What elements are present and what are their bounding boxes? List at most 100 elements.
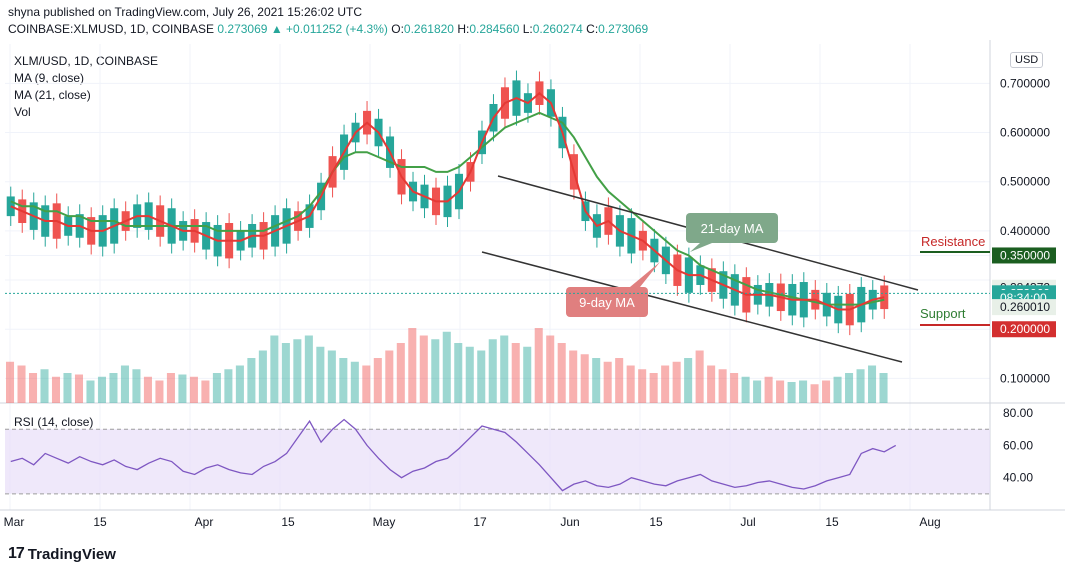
volume-bar	[833, 376, 842, 403]
volume-bar	[270, 335, 279, 403]
volume-bar	[212, 373, 221, 403]
ma21-line	[10, 111, 885, 306]
x-axis-label: May	[373, 515, 396, 529]
volume-bar	[868, 365, 877, 403]
price-axis-label: 0.100000	[1000, 371, 1050, 385]
volume-bar	[603, 361, 612, 403]
volume-bar	[454, 343, 463, 403]
candle	[880, 285, 889, 310]
x-axis-label: 15	[825, 515, 839, 529]
up-arrow-icon: ▲	[270, 22, 283, 36]
volume-bar	[592, 358, 601, 403]
volume-bar	[316, 346, 325, 403]
volume-bar	[661, 365, 670, 403]
volume-bar	[350, 361, 359, 403]
x-axis-label: Aug	[919, 515, 940, 529]
tv-logo-icon: 17	[8, 545, 25, 562]
volume-bar	[764, 376, 773, 403]
legend-rsi[interactable]: RSI (14, close)	[14, 415, 94, 429]
price-axis-label: 0.400000	[1000, 224, 1050, 238]
ma9-line	[10, 91, 885, 311]
volume-bar	[442, 331, 451, 403]
volume-bar	[626, 365, 635, 403]
h-val: 0.284560	[469, 22, 520, 36]
volume-bar	[569, 350, 578, 403]
volume-bar	[557, 343, 566, 403]
volume-bar	[776, 380, 785, 403]
h-label: H:	[457, 22, 470, 36]
volume-bar	[235, 365, 244, 403]
volume-bar	[155, 380, 164, 403]
volume-bar	[327, 350, 336, 403]
volume-bar	[419, 335, 428, 403]
volume-bar	[787, 382, 796, 403]
ohlc-bar: COINBASE:XLMUSD, 1D, COINBASE 0.273069 ▲…	[8, 21, 648, 37]
volume-bar	[247, 358, 256, 403]
x-axis-label: 15	[93, 515, 107, 529]
tradingview-logo[interactable]: 17 TradingView	[8, 545, 116, 563]
volume-bar	[281, 343, 290, 403]
volume-bar	[718, 369, 727, 403]
volume-bar	[741, 376, 750, 403]
volume-bar	[166, 373, 175, 403]
l-val: 0.260274	[532, 22, 583, 36]
volume-bar	[730, 373, 739, 403]
volume-bar	[132, 369, 141, 403]
volume-bar	[74, 374, 84, 403]
volume-bar	[753, 380, 762, 403]
volume-bar	[97, 376, 106, 403]
volume-bar	[649, 373, 658, 403]
rsi-axis-label: 60.00	[1003, 438, 1033, 452]
volume-bar	[258, 350, 267, 403]
volume-bar	[304, 335, 313, 403]
x-axis-label: Mar	[4, 515, 25, 529]
volume-bar	[500, 335, 509, 403]
volume-bar	[339, 358, 348, 403]
rsi-band	[5, 429, 990, 494]
price-tag-label: 0.260010	[1000, 300, 1050, 314]
rsi-line	[10, 418, 897, 492]
legend-ma9[interactable]: MA (9, close)	[14, 71, 85, 85]
x-axis-label: Jul	[740, 515, 755, 529]
volume-bar	[63, 373, 72, 403]
volume-bar	[224, 369, 233, 403]
volume-bar	[362, 365, 371, 403]
volume-bar	[879, 373, 888, 403]
change: +0.011252 (+4.3%)	[286, 22, 388, 36]
volume-bar	[546, 335, 555, 403]
price-tag-label: 0.200000	[1000, 322, 1050, 336]
x-axis-label: Apr	[195, 515, 214, 529]
support-label: Support	[920, 306, 966, 321]
c-val: 0.273069	[598, 22, 649, 36]
x-axis-label: 15	[281, 515, 295, 529]
volume-bar	[396, 343, 405, 403]
volume-bar	[695, 350, 704, 403]
currency-badge[interactable]: USD	[1010, 52, 1044, 68]
volume-bar	[856, 369, 865, 403]
volume-bar	[684, 358, 693, 403]
symbol: COINBASE:XLMUSD, 1D, COINBASE	[8, 22, 215, 36]
ma9-annotation-text: 9-day MA	[579, 295, 635, 310]
ma21-annotation-text: 21-day MA	[701, 221, 764, 236]
volume-bar	[120, 365, 129, 403]
volume-bar	[51, 376, 61, 403]
price-axis-label: 0.600000	[1000, 126, 1050, 140]
volume-bar	[511, 343, 520, 403]
rsi-axis-label: 40.00	[1003, 471, 1033, 485]
volume-bar	[845, 373, 854, 403]
channel-lower	[481, 251, 903, 363]
volume-bar	[178, 374, 187, 403]
publish-info: shyna published on TradingView.com, July…	[8, 5, 362, 19]
volume-bar	[465, 346, 474, 403]
volume-bar	[822, 380, 831, 403]
legend-ma21[interactable]: MA (21, close)	[14, 88, 91, 102]
price-tag	[992, 321, 1056, 338]
volume-bar	[373, 358, 382, 403]
volume-bar	[534, 328, 543, 403]
candle	[6, 196, 15, 217]
volume-bar	[143, 376, 152, 403]
legend-vol[interactable]: Vol	[14, 105, 31, 119]
volume-bar	[408, 328, 417, 403]
volume-bar	[523, 346, 532, 403]
